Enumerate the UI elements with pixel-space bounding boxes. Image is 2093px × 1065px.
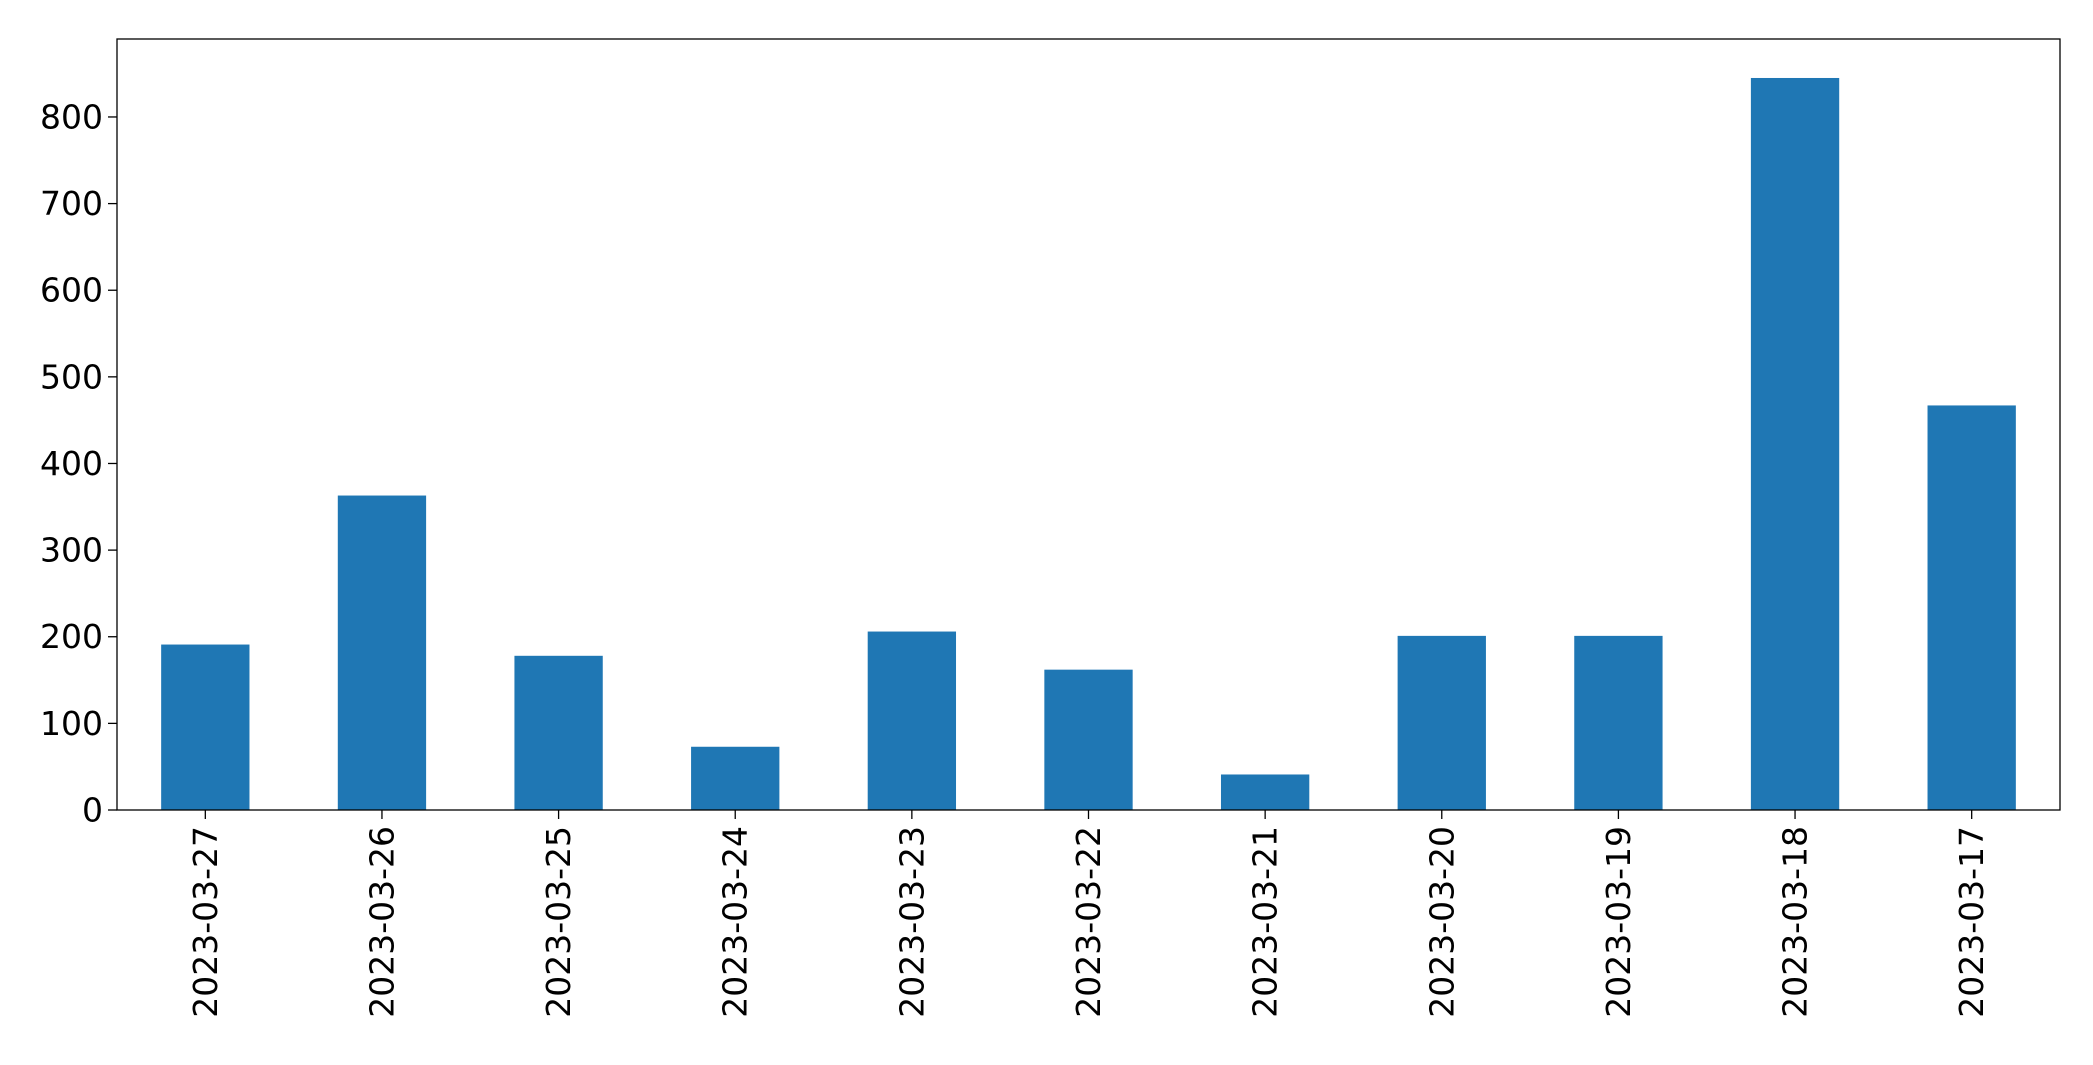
x-tick-label: 2023-03-27 <box>186 826 225 1018</box>
y-tick-label: 0 <box>82 791 103 830</box>
x-tick-label: 2023-03-17 <box>1952 826 1991 1018</box>
bar-2023-03-19 <box>1574 635 1663 810</box>
x-tick-label: 2023-03-23 <box>892 826 931 1018</box>
x-tick-label: 2023-03-24 <box>716 826 755 1018</box>
y-tick-label: 100 <box>40 704 103 743</box>
bar-2023-03-23 <box>867 631 957 810</box>
bars-group <box>161 77 2016 810</box>
y-tick-label: 700 <box>40 184 103 223</box>
plot-frame <box>116 38 2061 811</box>
bar-2023-03-22 <box>1044 669 1133 810</box>
x-tick-label: 2023-03-22 <box>1069 826 1108 1018</box>
x-tick-label: 2023-03-20 <box>1422 826 1461 1018</box>
y-tick-label: 500 <box>40 357 103 396</box>
x-tick-label: 2023-03-26 <box>362 826 401 1018</box>
x-tick-label: 2023-03-18 <box>1776 826 1815 1018</box>
bar-2023-03-24 <box>691 746 780 810</box>
y-tick-label: 300 <box>40 531 103 570</box>
bar-2023-03-17 <box>1927 405 2016 810</box>
bar-2023-03-25 <box>514 655 603 810</box>
y-tick-label: 400 <box>40 444 103 483</box>
x-tick-label: 2023-03-19 <box>1599 826 1638 1018</box>
x-tick-label: 2023-03-21 <box>1246 826 1285 1018</box>
bar-2023-03-18 <box>1750 77 1840 810</box>
bar-2023-03-26 <box>337 495 427 810</box>
bar-2023-03-21 <box>1220 774 1310 810</box>
y-tick-label: 200 <box>40 617 103 656</box>
bar-2023-03-27 <box>161 644 250 810</box>
x-tick-label: 2023-03-25 <box>539 826 578 1018</box>
y-tick-label: 600 <box>40 271 103 310</box>
bar-2023-03-20 <box>1397 635 1486 810</box>
x-axis: 2023-03-27 2023-03-26 2023-03-25 2023-03-24… <box>186 810 1991 1018</box>
y-axis: 0 100 200 300 400 500 600 700 800 <box>40 97 117 830</box>
y-tick-label: 800 <box>40 97 103 136</box>
